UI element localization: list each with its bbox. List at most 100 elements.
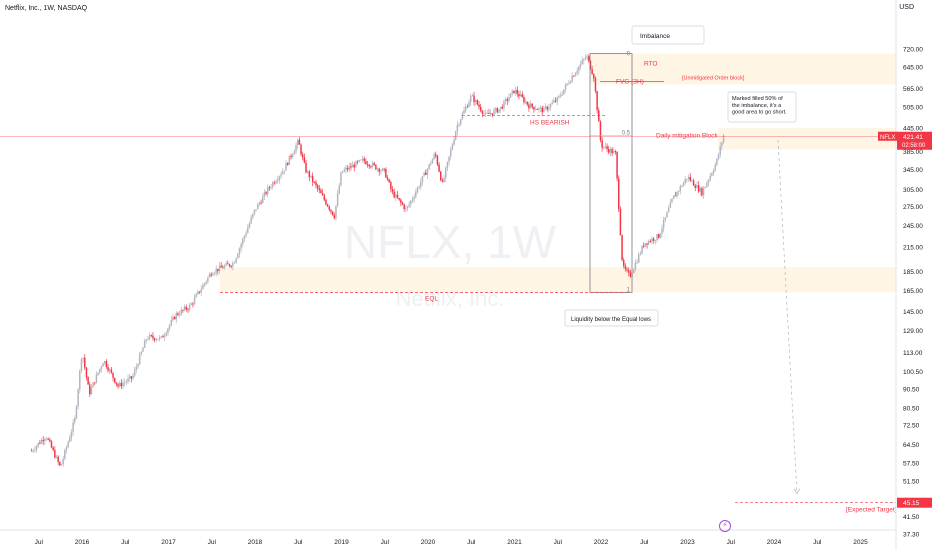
candle-body — [320, 190, 322, 194]
candle-body — [453, 139, 455, 145]
zone-1 — [590, 53, 896, 85]
candle-body — [488, 112, 490, 114]
price-tick-label: 72.50 — [903, 423, 920, 430]
candle-body — [644, 243, 647, 247]
candle-body — [616, 151, 618, 179]
candle-body — [371, 163, 374, 167]
price-tick-label: 215.00 — [903, 245, 923, 252]
candle-body — [508, 97, 510, 101]
time-axis[interactable]: Jul 2016 Jul 2017 Jul 2018 Jul 2019 Jul 2020 Jul 20… — [0, 529, 896, 546]
candle-body — [98, 368, 101, 373]
candle-body — [383, 168, 385, 170]
candle-body — [451, 144, 454, 150]
candle-body — [468, 102, 470, 107]
candle-body — [230, 266, 232, 267]
candle-body — [338, 185, 341, 194]
fib-05-label: 0.5 — [622, 130, 631, 136]
candle-body — [127, 378, 129, 382]
price-tick-label: 57.50 — [903, 461, 920, 468]
candle-body — [687, 176, 690, 180]
candle-body — [152, 335, 154, 339]
candle-body — [267, 187, 269, 194]
time-tick-label: 2019 — [334, 539, 349, 546]
candle-body — [566, 83, 568, 85]
candle-body — [370, 166, 372, 168]
candle-body — [626, 269, 628, 271]
candle-body — [122, 383, 124, 387]
candle-body — [190, 303, 192, 305]
candle-body — [235, 258, 237, 263]
candle-body — [80, 359, 83, 371]
candle-body — [366, 164, 369, 165]
candle-body — [143, 340, 146, 348]
candle-body — [296, 139, 299, 146]
candle-body — [49, 439, 51, 442]
candle-body — [405, 207, 407, 210]
fib-1-label: 1 — [627, 287, 631, 293]
candle-body — [238, 248, 241, 255]
flash-icon[interactable]: ⚡ — [719, 520, 731, 532]
time-tick-label: 2021 — [507, 539, 522, 546]
candle-body — [310, 175, 312, 178]
candle-body — [77, 389, 79, 407]
candle-body — [178, 314, 181, 316]
candle-body — [95, 374, 98, 383]
price-axis[interactable]: 720.00 645.00 565.00 505.00 445.00 385.00 345.… — [878, 0, 932, 550]
chart-title: Netflix, Inc., 1W, NASDAQ — [5, 5, 88, 12]
candles-layer — [30, 53, 725, 467]
candle-body — [481, 110, 484, 114]
candle-body — [410, 200, 412, 205]
candle-body — [72, 422, 74, 432]
candle-body — [195, 294, 197, 298]
candle-body — [411, 199, 414, 201]
currency-label: USD — [899, 4, 914, 11]
candle-body — [538, 107, 540, 110]
candle-body — [681, 186, 683, 187]
candle-body — [123, 382, 126, 384]
candle-body — [258, 202, 261, 205]
price-tick-label: 305.00 — [903, 187, 923, 194]
candle-body — [257, 204, 259, 210]
candle-body — [42, 439, 44, 442]
candle-body — [69, 437, 71, 442]
candle-body — [661, 228, 663, 234]
candle-body — [561, 94, 563, 96]
candle-body — [286, 163, 289, 165]
candle-body — [145, 339, 148, 341]
candle-body — [333, 215, 336, 219]
candle-body — [554, 100, 557, 102]
price-tick-label: 51.50 — [903, 479, 920, 486]
candle-body — [315, 182, 317, 186]
candle-body — [172, 316, 174, 321]
candle-body — [54, 449, 56, 458]
candle-body — [32, 450, 34, 452]
candle-body — [544, 106, 547, 108]
candle-body — [385, 168, 387, 178]
candle-body — [425, 172, 427, 175]
candle-body — [59, 461, 61, 466]
candle-body — [270, 186, 272, 188]
candle-body — [461, 113, 464, 120]
candle-body — [440, 171, 442, 181]
candle-body — [87, 377, 89, 385]
price-tick-label: 90.50 — [903, 386, 920, 393]
candle-body — [113, 377, 116, 383]
candle-body — [706, 182, 708, 187]
projection-line — [777, 139, 798, 493]
candle-body — [207, 277, 209, 282]
candle-body — [62, 458, 64, 465]
candle-body — [548, 107, 550, 110]
candle-body — [448, 156, 450, 162]
candle-body — [614, 151, 617, 152]
time-tick-label: Jul — [554, 539, 563, 546]
fvg-label: FVG (3H) — [616, 79, 644, 86]
liquidity-callout — [564, 309, 659, 327]
candle-body — [85, 367, 88, 378]
price-tick-label: 505.00 — [903, 105, 923, 112]
candle-body — [376, 168, 379, 170]
candle-body — [456, 124, 459, 132]
candle-body — [205, 281, 207, 284]
candle-body — [220, 265, 222, 268]
candle-body — [539, 107, 542, 109]
